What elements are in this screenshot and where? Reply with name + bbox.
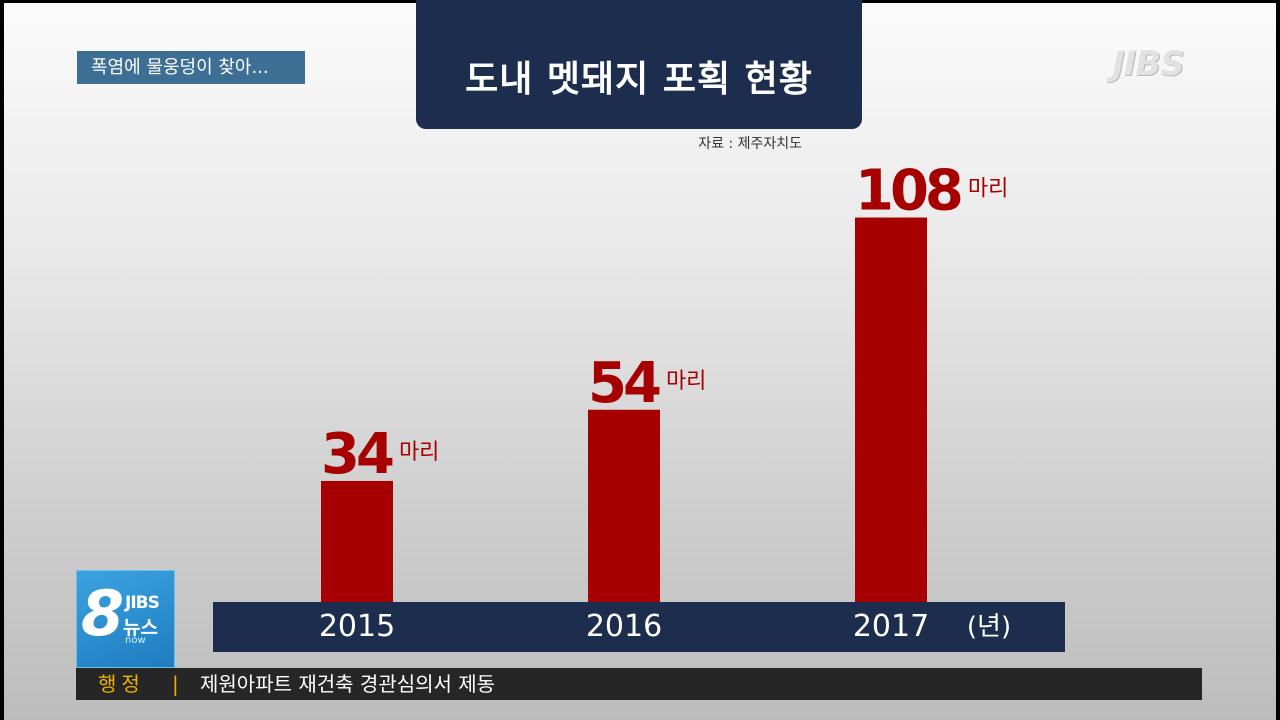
x-tick-label-2015: 2015 (318, 609, 396, 644)
news-ticker: 행정 | 제원아파트 재건축 경관심의서 제동 (76, 668, 1202, 700)
x-tick-label-2016: 2016 (585, 609, 663, 644)
bar-2016 (588, 409, 660, 602)
news-badge: 8 JIBS 뉴스 now (76, 570, 175, 668)
data-label-2015: 34 마리 (321, 422, 439, 487)
chart-title: 도내 멧돼지 포획 현황 (416, 0, 862, 129)
frame-left-edge (0, 0, 4, 720)
frame-right-edge (1276, 0, 1280, 720)
x-tick-label-2017: 2017 (852, 609, 930, 644)
bar-2017 (855, 217, 927, 602)
x-axis-band: 2015 2016 2017 (년) (213, 602, 1065, 652)
data-label-2016: 54 마리 (588, 351, 706, 416)
x-axis-unit: (년) (966, 612, 1012, 642)
badge-brand: JIBS (125, 593, 160, 613)
badge-news-label: 뉴스 (123, 617, 158, 639)
source-label: 자료 : 제주자치도 (698, 136, 802, 152)
badge-now-label: now (125, 635, 146, 646)
ticker-category: 행정 (98, 672, 145, 696)
bar-2015 (321, 480, 393, 602)
ticker-separator: | (172, 672, 179, 696)
data-label-2017: 108 마리 (855, 159, 1008, 224)
badge-channel-number: 8 (81, 577, 125, 650)
jibs-logo: JIBS (1112, 44, 1185, 84)
story-tag: 폭염에 물웅덩이 찾아... (77, 51, 305, 84)
ticker-headline: 제원아파트 재건축 경관심의서 제동 (200, 672, 496, 696)
